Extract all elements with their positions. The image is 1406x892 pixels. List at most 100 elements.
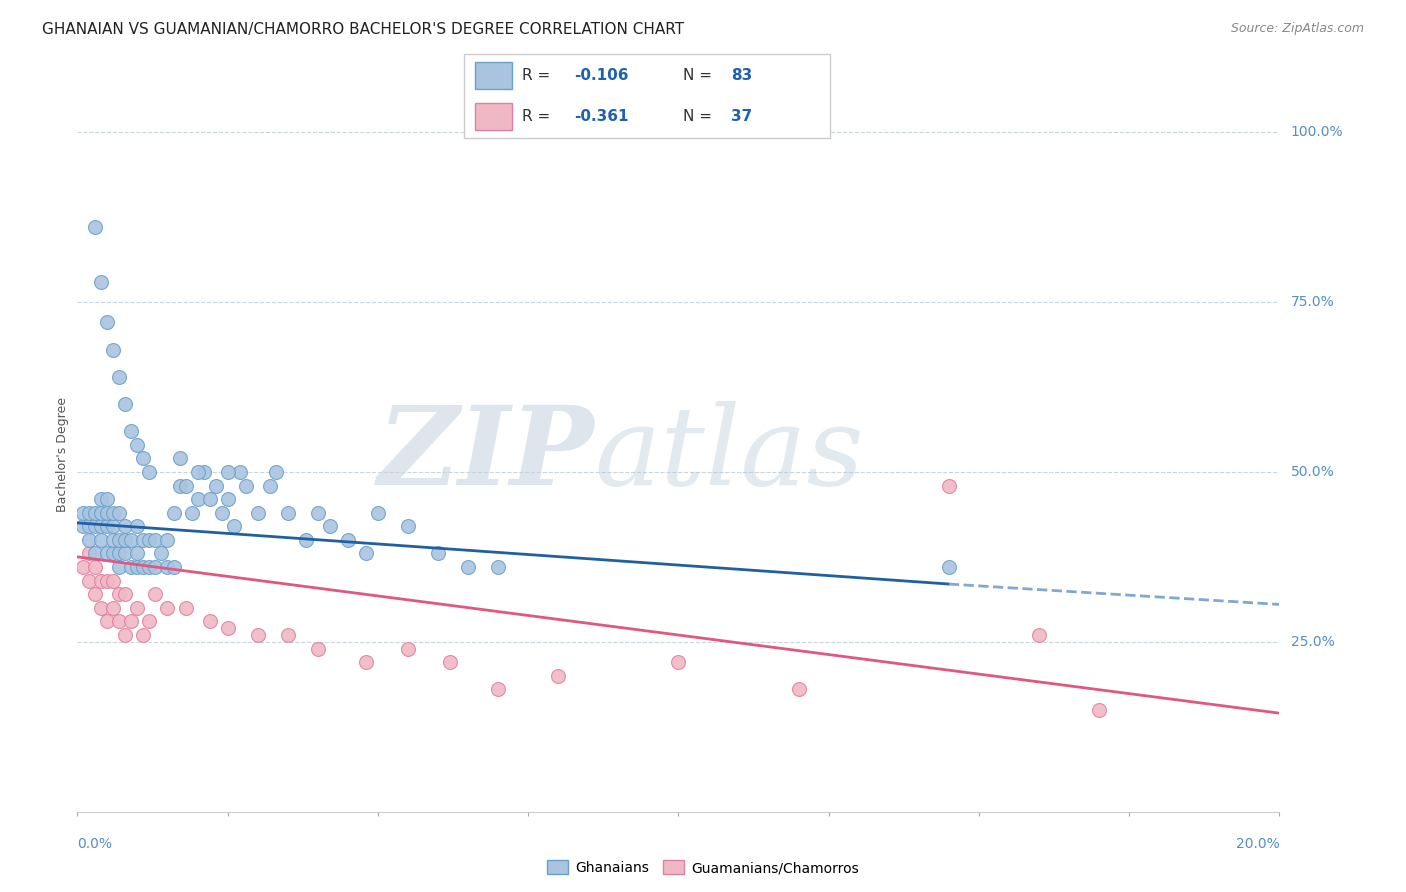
Point [264, 465, 287, 479]
FancyBboxPatch shape [475, 62, 512, 89]
Point [120, 615, 142, 629]
Point [145, 587, 167, 601]
Point [486, 682, 509, 697]
Text: -0.361: -0.361 [574, 109, 628, 124]
Point [319, 519, 342, 533]
Point [114, 519, 136, 533]
Point [96, 574, 118, 588]
Point [938, 478, 960, 492]
Text: 100.0%: 100.0% [1291, 125, 1343, 139]
Point [108, 369, 131, 384]
Point [150, 546, 173, 560]
Point [114, 628, 136, 642]
Text: atlas: atlas [595, 401, 863, 508]
Point [103, 546, 125, 560]
Point [156, 560, 179, 574]
Point [103, 574, 125, 588]
Point [114, 587, 136, 601]
Point [938, 560, 960, 574]
Point [90, 519, 112, 533]
Text: 50.0%: 50.0% [1291, 465, 1334, 479]
Text: 20.0%: 20.0% [1236, 837, 1279, 851]
Point [174, 478, 197, 492]
Point [396, 641, 419, 656]
Point [156, 600, 179, 615]
Text: 0.0%: 0.0% [77, 837, 112, 851]
Point [84, 506, 107, 520]
Point [180, 506, 202, 520]
Point [156, 533, 179, 547]
Point [90, 533, 112, 547]
Point [84, 220, 107, 235]
Point [367, 506, 389, 520]
Text: R =: R = [523, 68, 551, 83]
Point [103, 519, 125, 533]
Point [198, 615, 221, 629]
Point [96, 519, 118, 533]
Point [108, 615, 131, 629]
Point [120, 533, 142, 547]
Point [90, 574, 112, 588]
Point [103, 600, 125, 615]
Point [457, 560, 479, 574]
Point [96, 546, 118, 560]
Point [162, 560, 184, 574]
Point [90, 506, 112, 520]
Text: 25.0%: 25.0% [1291, 635, 1334, 648]
Point [127, 546, 149, 560]
Point [84, 560, 107, 574]
Point [193, 465, 215, 479]
Point [108, 506, 131, 520]
Point [127, 560, 149, 574]
Text: R =: R = [523, 109, 551, 124]
Point [217, 465, 239, 479]
Point [547, 669, 569, 683]
Point [127, 519, 149, 533]
Text: 37: 37 [731, 109, 752, 124]
Point [120, 424, 142, 438]
Point [145, 533, 167, 547]
Point [127, 438, 149, 452]
Point [668, 655, 690, 669]
Point [222, 519, 245, 533]
Point [84, 587, 107, 601]
Point [96, 615, 118, 629]
Point [145, 560, 167, 574]
Point [162, 506, 184, 520]
Point [79, 506, 101, 520]
Point [79, 519, 101, 533]
Text: N =: N = [683, 68, 713, 83]
Point [108, 546, 131, 560]
Text: -0.106: -0.106 [574, 68, 628, 83]
Point [204, 478, 226, 492]
Point [277, 506, 299, 520]
Point [169, 478, 191, 492]
FancyBboxPatch shape [475, 103, 512, 130]
Text: Source: ZipAtlas.com: Source: ZipAtlas.com [1230, 22, 1364, 36]
Point [114, 533, 136, 547]
Point [72, 506, 94, 520]
Point [108, 560, 131, 574]
Point [96, 492, 118, 507]
Point [1028, 628, 1050, 642]
Point [90, 275, 112, 289]
Point [79, 574, 101, 588]
Point [72, 519, 94, 533]
Point [235, 478, 257, 492]
Text: GHANAIAN VS GUAMANIAN/CHAMORRO BACHELOR'S DEGREE CORRELATION CHART: GHANAIAN VS GUAMANIAN/CHAMORRO BACHELOR'… [42, 22, 685, 37]
Point [211, 506, 233, 520]
Point [198, 492, 221, 507]
Point [354, 546, 377, 560]
Point [336, 533, 359, 547]
Text: ZIP: ZIP [378, 401, 595, 508]
Point [174, 600, 197, 615]
Point [96, 506, 118, 520]
Point [427, 546, 450, 560]
Point [246, 628, 269, 642]
Point [246, 506, 269, 520]
FancyBboxPatch shape [464, 54, 830, 138]
Point [138, 533, 160, 547]
Point [120, 560, 142, 574]
Point [72, 560, 94, 574]
Point [396, 519, 419, 533]
